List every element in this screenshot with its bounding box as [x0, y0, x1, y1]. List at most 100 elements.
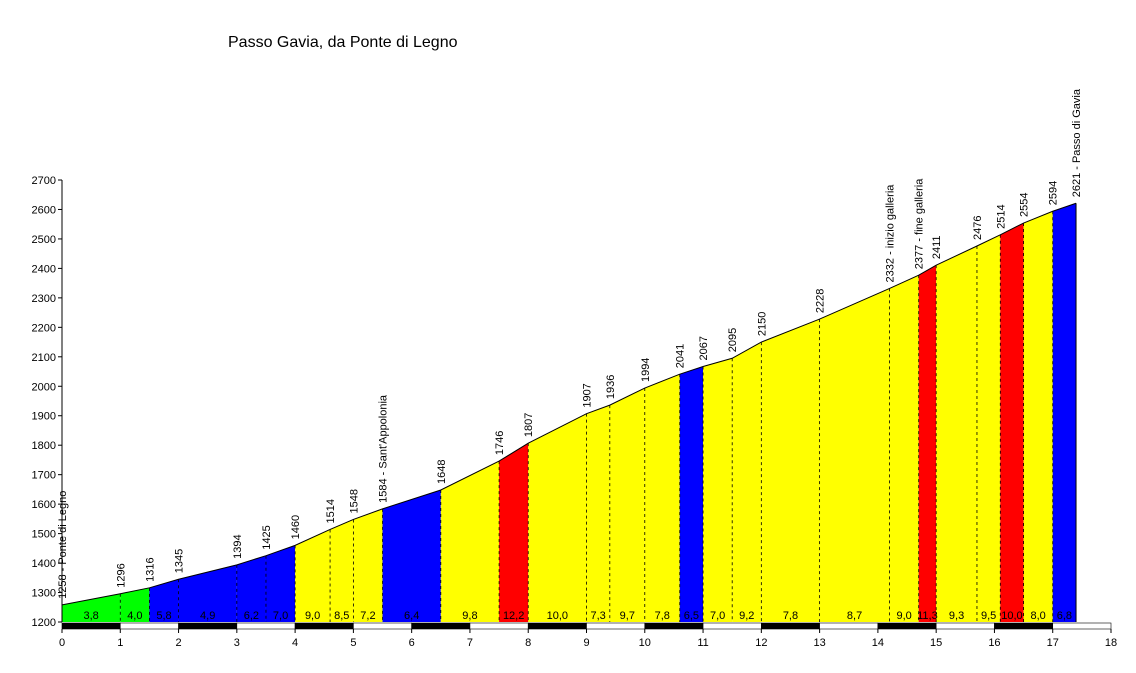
segment-fill: [149, 579, 179, 622]
gradient-label: 9,7: [620, 610, 635, 622]
altitude-label: 2621 - Passo di Gavia: [1071, 88, 1083, 197]
gradient-label: 7,3: [591, 610, 606, 622]
x-tick-label: 13: [813, 637, 825, 649]
x-tick-label: 0: [59, 637, 65, 649]
segment-fill: [936, 246, 977, 622]
gradient-label: 10,0: [547, 610, 568, 622]
segment-fill: [679, 366, 704, 622]
gradient-label: 9,5: [981, 610, 996, 622]
segment-fill: [1052, 203, 1077, 622]
y-tick-label: 1200: [32, 617, 56, 629]
segment-fill: [819, 288, 890, 622]
gradient-label: 8,7: [847, 610, 862, 622]
y-tick-label: 1900: [32, 411, 56, 423]
gradient-label: 7,2: [360, 610, 375, 622]
altitude-label: 2594: [1048, 181, 1060, 205]
gradient-label: 4,0: [127, 610, 142, 622]
altitude-label: 1746: [494, 431, 506, 455]
scale-segment: [411, 622, 471, 630]
axes: 1200130014001500160017001800190020002100…: [32, 175, 1118, 649]
gradient-label: 8,0: [1031, 610, 1046, 622]
x-tick-label: 18: [1105, 637, 1117, 649]
scale-segment: [935, 622, 995, 630]
segment-fill: [353, 508, 383, 622]
x-tick-label: 9: [583, 637, 589, 649]
gradient-label: 7,0: [710, 610, 725, 622]
x-tick-label: 6: [409, 637, 415, 649]
x-tick-label: 14: [872, 637, 884, 649]
gradient-label: 9,0: [305, 610, 320, 622]
gradient-label: 6,2: [244, 610, 259, 622]
scale-segment: [236, 622, 296, 630]
segment-fill: [644, 374, 680, 622]
segment-fill: [703, 358, 733, 622]
segment-fill: [499, 443, 529, 622]
segment-fill: [976, 234, 1001, 623]
x-tick-label: 7: [467, 637, 473, 649]
y-tick-label: 1700: [32, 470, 56, 482]
altitude-label: 1460: [290, 515, 302, 539]
scale-segment: [353, 622, 412, 630]
altitude-label: 2228: [815, 289, 827, 313]
gradient-label: 6,8: [1057, 610, 1072, 622]
y-tick-label: 1300: [32, 588, 56, 600]
gradient-labels: 3,8 4,0 5,8 4,9 6,2 7,0 9,0 8,5 7,2 6,4 9,8 12,2 10,…: [83, 610, 1072, 622]
profile-line: [61, 202, 1077, 606]
altitude-label: 2377 - fine galleria: [914, 178, 926, 269]
segment-fill: [1023, 211, 1053, 622]
segment-fill: [120, 587, 150, 622]
y-tick-label: 1800: [32, 440, 56, 452]
y-tick-label: 1600: [32, 499, 56, 511]
segment-fill: [586, 405, 610, 622]
x-tick-label: 8: [525, 637, 531, 649]
gradient-label: 9,8: [462, 610, 477, 622]
y-tick-label: 2200: [32, 322, 56, 334]
gradient-label: 7,8: [655, 610, 670, 622]
segment-dividers: [119, 203, 1077, 622]
altitude-label: 1394: [232, 534, 244, 558]
segment-fill: [1000, 223, 1024, 622]
x-tick-label: 3: [234, 637, 240, 649]
altitude-label: 1807: [523, 413, 535, 437]
scale-segment: [644, 622, 704, 630]
x-tick-label: 2: [175, 637, 181, 649]
altitude-label: 1425: [261, 525, 273, 549]
gradient-label: 12,2: [503, 610, 524, 622]
x-tick-label: 15: [930, 637, 942, 649]
y-tick-label: 2600: [32, 204, 56, 216]
scale-segment: [819, 622, 879, 630]
gradient-label: 7,0: [273, 610, 288, 622]
x-tick-label: 12: [755, 637, 767, 649]
altitude-label: 1296: [115, 563, 127, 587]
gradient-label: 11,3: [917, 610, 938, 622]
scale-segment: [119, 622, 179, 630]
segment-fill: [236, 555, 266, 622]
gradient-label: 6,5: [684, 610, 699, 622]
segment-fill: [295, 529, 331, 622]
scale-segment: [1052, 622, 1112, 630]
scale-segment: [61, 622, 121, 630]
scale-segment: [294, 622, 354, 630]
x-tick-label: 17: [1047, 637, 1059, 649]
altitude-label: 1994: [640, 358, 652, 382]
gradient-label: 3,8: [83, 610, 98, 622]
segment-fill: [761, 319, 820, 622]
altitude-label: 1514: [325, 499, 337, 523]
km-scale-bar: [61, 622, 1112, 630]
segment-fill: [178, 564, 237, 622]
chart-title: Passo Gavia, da Ponte di Legno: [228, 34, 458, 51]
altitude-label: 1316: [144, 557, 156, 581]
segment-fills: [62, 203, 1077, 623]
y-tick-label: 2700: [32, 175, 56, 187]
gradient-label: 9,0: [896, 610, 911, 622]
altitude-label: 1584 - Sant'Appolonia: [378, 394, 390, 503]
scale-segment: [994, 622, 1054, 630]
altitude-label: 2554: [1019, 193, 1031, 217]
y-tick-label: 2500: [32, 234, 56, 246]
scale-segment: [702, 622, 762, 630]
altitude-label: 1648: [436, 460, 448, 484]
y-tick-label: 1400: [32, 558, 56, 570]
altitude-label: 2514: [995, 204, 1007, 228]
gradient-label: 7,8: [783, 610, 798, 622]
